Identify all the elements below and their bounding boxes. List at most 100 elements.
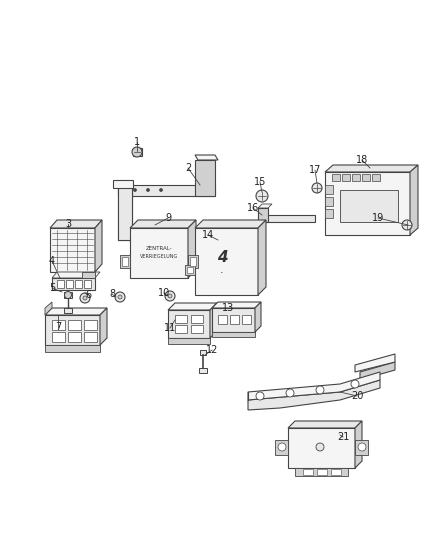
Polygon shape [168,303,217,310]
Polygon shape [410,165,418,235]
Polygon shape [120,255,130,268]
Polygon shape [45,302,52,315]
Bar [303,469,313,475]
Polygon shape [258,208,268,222]
Bar [84,320,97,330]
Polygon shape [188,255,198,268]
Bar [57,280,64,288]
Polygon shape [212,332,255,337]
Polygon shape [45,308,107,315]
Circle shape [64,292,71,298]
Polygon shape [258,215,315,222]
Circle shape [118,295,122,299]
Circle shape [312,183,322,193]
Bar [175,315,187,323]
Text: 13: 13 [222,303,234,313]
Polygon shape [45,345,100,352]
Text: 16: 16 [247,203,259,213]
Polygon shape [212,308,255,332]
Polygon shape [133,148,142,156]
Polygon shape [258,204,272,208]
Polygon shape [130,220,196,228]
Circle shape [278,443,286,451]
Bar [52,332,65,342]
Text: 4: 4 [217,251,227,265]
Bar [190,257,196,266]
Bar [332,174,340,181]
Text: 2: 2 [185,163,191,173]
Polygon shape [64,308,72,313]
Polygon shape [195,220,266,228]
Bar [68,320,81,330]
Text: 17: 17 [309,165,321,175]
Text: 7: 7 [55,322,61,332]
Polygon shape [185,265,195,275]
Polygon shape [130,228,188,278]
Polygon shape [95,220,102,272]
Polygon shape [288,428,355,468]
Polygon shape [118,185,132,240]
Polygon shape [195,160,215,196]
Text: VERRIEGELUNG: VERRIEGELUNG [140,254,178,260]
Bar [122,257,128,266]
Polygon shape [52,278,95,290]
Circle shape [80,293,90,303]
Polygon shape [188,220,196,278]
Bar [242,315,251,324]
Text: 21: 21 [337,432,349,442]
Polygon shape [118,185,215,196]
Bar [218,315,227,324]
Bar [352,174,360,181]
Polygon shape [355,354,395,372]
Polygon shape [248,380,380,410]
Polygon shape [118,185,132,240]
Circle shape [83,296,87,300]
Polygon shape [195,155,218,160]
Polygon shape [295,468,348,476]
Circle shape [159,189,162,191]
Polygon shape [168,310,210,338]
Text: 5: 5 [49,283,55,293]
Bar [372,174,380,181]
Bar [191,325,203,333]
Bar [52,320,65,330]
Polygon shape [355,440,368,455]
Bar [187,267,193,273]
Bar [342,174,350,181]
Circle shape [316,443,324,451]
Bar [175,325,187,333]
Text: .: . [220,265,224,275]
Bar [75,280,82,288]
Bar [331,469,341,475]
Circle shape [115,292,125,302]
Polygon shape [64,292,72,298]
Polygon shape [113,180,133,188]
Polygon shape [275,440,288,455]
Text: 12: 12 [206,345,218,355]
Circle shape [256,392,264,400]
Polygon shape [168,338,210,344]
Polygon shape [50,228,95,272]
Circle shape [286,389,294,397]
Polygon shape [45,315,100,345]
Circle shape [146,189,149,191]
Circle shape [134,189,137,191]
Circle shape [358,443,366,451]
Text: 9: 9 [165,213,171,223]
Bar [66,280,73,288]
Text: 3: 3 [65,219,71,229]
Polygon shape [248,372,380,400]
Circle shape [256,190,268,202]
Circle shape [316,386,324,394]
Text: 19: 19 [372,213,384,223]
Polygon shape [325,165,418,172]
Polygon shape [82,272,95,278]
Text: 8: 8 [109,289,115,299]
Bar [325,197,333,206]
Circle shape [168,294,172,298]
Bar [340,190,398,222]
Polygon shape [325,172,410,235]
Bar [230,315,239,324]
Text: 11: 11 [164,323,176,333]
Bar [325,209,333,218]
